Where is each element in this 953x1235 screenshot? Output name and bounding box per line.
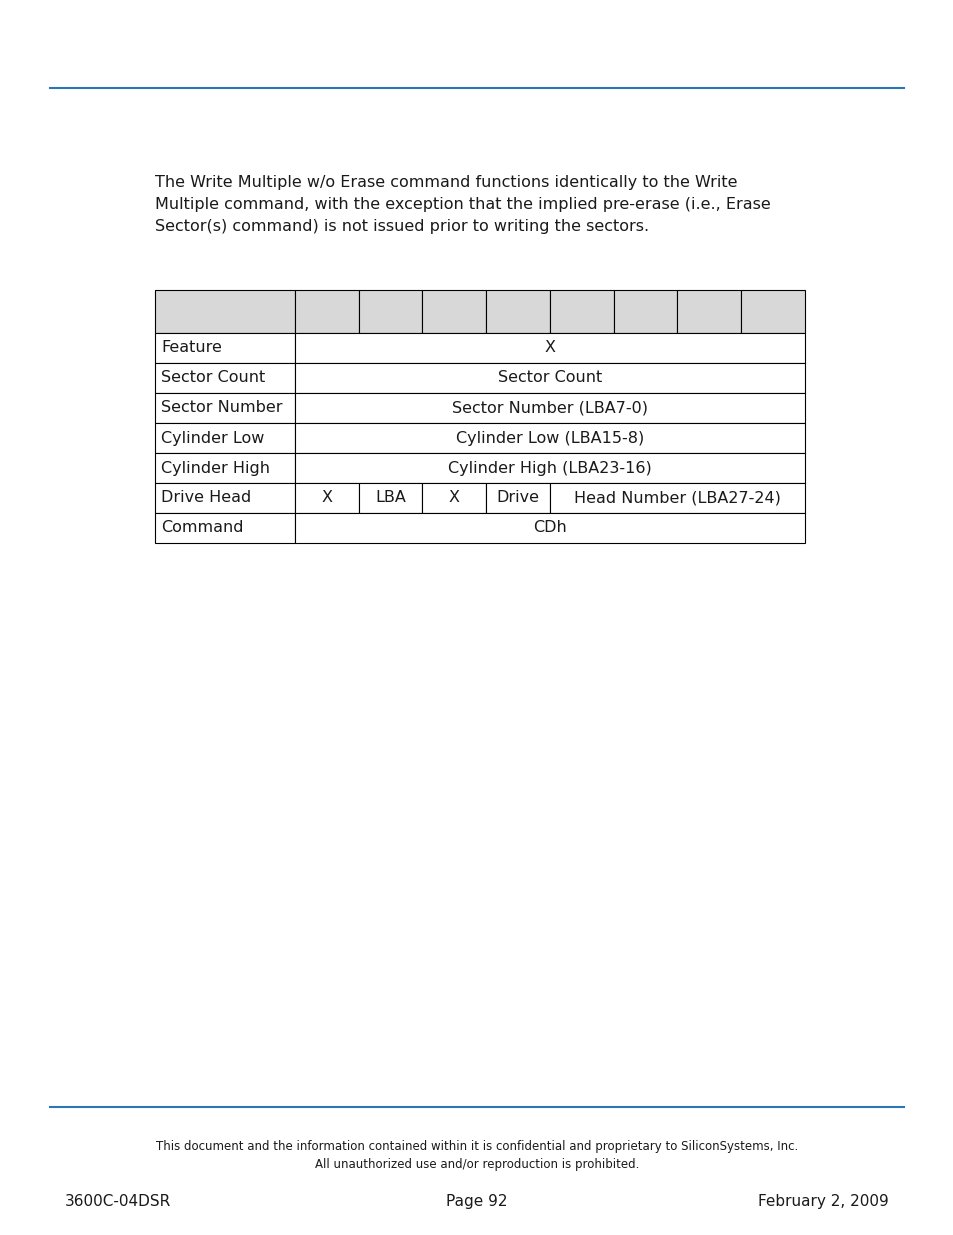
Bar [550,483,804,513]
Text: February 2, 2009: February 2, 2009 [758,1194,888,1209]
Bar [154,424,294,453]
Text: Feature: Feature [161,341,222,356]
Bar [677,290,740,333]
Bar [740,290,804,333]
Text: The Write Multiple w/o Erase command functions identically to the Write: The Write Multiple w/o Erase command fun… [154,175,737,190]
Text: Cylinder Low (LBA15-8): Cylinder Low (LBA15-8) [456,431,643,446]
Text: Head Number (LBA27-24): Head Number (LBA27-24) [574,490,781,505]
Text: Cylinder High: Cylinder High [161,461,270,475]
Bar [154,333,294,363]
Text: All unauthorized use and/or reproduction is prohibited.: All unauthorized use and/or reproduction… [314,1158,639,1171]
Text: 3600C-04DSR: 3600C-04DSR [65,1194,172,1209]
Bar [154,363,294,393]
Bar [422,483,486,513]
Bar [422,290,486,333]
Text: Drive: Drive [497,490,539,505]
Text: Sector(s) command) is not issued prior to writing the sectors.: Sector(s) command) is not issued prior t… [154,219,648,233]
Text: X: X [544,341,555,356]
Text: Sector Number: Sector Number [161,400,282,415]
Bar [550,290,613,333]
Bar [294,424,804,453]
Bar [154,483,294,513]
Text: CDh: CDh [533,520,566,536]
Text: Multiple command, with the exception that the implied pre-erase (i.e., Erase: Multiple command, with the exception tha… [154,198,770,212]
Bar [154,453,294,483]
Bar [613,290,677,333]
Bar [294,290,358,333]
Bar [154,393,294,424]
Bar [294,393,804,424]
Text: Cylinder Low: Cylinder Low [161,431,264,446]
Bar [294,513,804,543]
Text: Page 92: Page 92 [446,1194,507,1209]
Bar [154,290,294,333]
Text: This document and the information contained within it is confidential and propri: This document and the information contai… [155,1140,798,1153]
Text: Sector Count: Sector Count [161,370,265,385]
Bar [358,290,422,333]
Bar [358,483,422,513]
Bar [294,333,804,363]
Text: X: X [449,490,459,505]
Text: Sector Count: Sector Count [497,370,601,385]
Text: Cylinder High (LBA23-16): Cylinder High (LBA23-16) [448,461,651,475]
Bar [486,290,550,333]
Text: LBA: LBA [375,490,406,505]
Bar [486,483,550,513]
Bar [294,363,804,393]
Bar [294,483,358,513]
Text: X: X [321,490,332,505]
Text: Sector Number (LBA7-0): Sector Number (LBA7-0) [452,400,647,415]
Bar [294,453,804,483]
Bar [154,513,294,543]
Text: Drive Head: Drive Head [161,490,251,505]
Text: Command: Command [161,520,243,536]
